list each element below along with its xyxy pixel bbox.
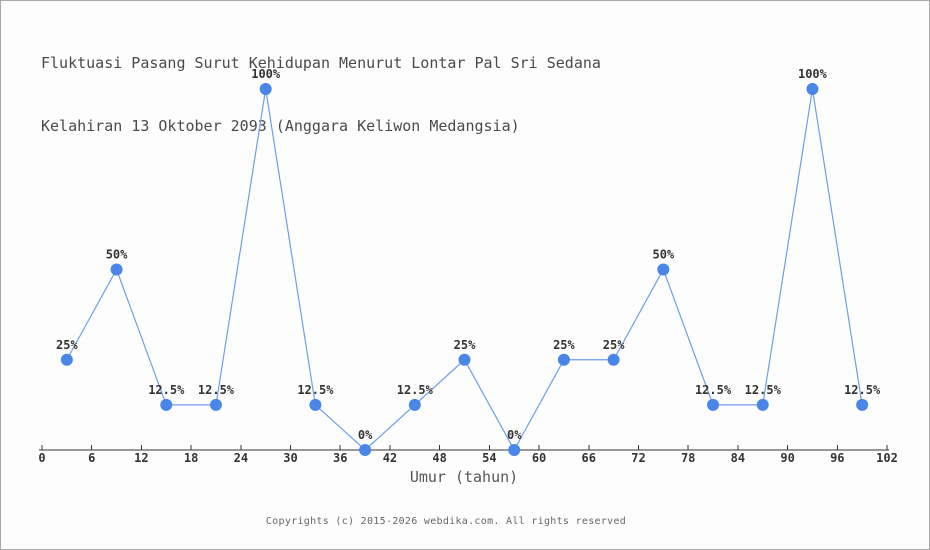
data-point xyxy=(707,398,720,411)
copyright-text: Copyrights (c) 2015-2026 webdika.com. Al… xyxy=(265,516,627,527)
data-point xyxy=(60,353,73,366)
data-point xyxy=(408,398,421,411)
x-tick-label: 0 xyxy=(38,451,45,465)
x-tick-label: 12 xyxy=(134,451,148,465)
x-tick-label: 36 xyxy=(333,451,347,465)
chart-title-line1: Fluktuasi Pasang Surut Kehidupan Menurut… xyxy=(41,54,601,72)
chart-title: Fluktuasi Pasang Surut Kehidupan Menurut… xyxy=(41,11,601,179)
data-point-label: 100% xyxy=(251,67,281,81)
x-axis-label: Umur (tahun) xyxy=(409,468,519,486)
data-point-label: 12.5% xyxy=(297,383,334,397)
data-point xyxy=(110,263,123,276)
data-point xyxy=(557,353,570,366)
data-point-label: 0% xyxy=(507,428,522,442)
series-line xyxy=(66,88,863,452)
x-tick-label: 96 xyxy=(830,451,844,465)
data-point-label: 100% xyxy=(798,67,828,81)
data-point xyxy=(508,444,521,456)
x-tick-label: 24 xyxy=(234,451,248,465)
data-point-label: 12.5% xyxy=(148,383,185,397)
data-point xyxy=(209,398,222,411)
data-point-label: 50% xyxy=(652,248,674,262)
x-tick-label: 72 xyxy=(631,451,645,465)
x-tick-label: 66 xyxy=(582,451,596,465)
x-tick-label: 102 xyxy=(876,451,898,465)
data-point-label: 25% xyxy=(454,338,476,352)
x-tick-label: 42 xyxy=(383,451,397,465)
x-tick-label: 18 xyxy=(184,451,198,465)
data-point-label: 12.5% xyxy=(844,383,881,397)
chart-title-line2: Kelahiran 13 Oktober 2093 (Anggara Keliw… xyxy=(41,117,520,135)
x-tick-label: 54 xyxy=(482,451,496,465)
data-point xyxy=(756,398,769,411)
x-tick-label: 30 xyxy=(283,451,297,465)
x-tick-label: 78 xyxy=(681,451,695,465)
data-point xyxy=(259,83,272,95)
data-point-label: 25% xyxy=(553,338,575,352)
data-point xyxy=(160,398,173,411)
x-tick-label: 84 xyxy=(731,451,745,465)
data-point-label: 25% xyxy=(603,338,625,352)
data-point-label: 25% xyxy=(56,338,78,352)
data-point-label: 12.5% xyxy=(695,383,732,397)
x-tick-label: 90 xyxy=(780,451,794,465)
data-point xyxy=(359,444,372,456)
data-point xyxy=(607,353,620,366)
data-point-label: 12.5% xyxy=(745,383,782,397)
data-point-label: 12.5% xyxy=(397,383,434,397)
x-tick-label: 60 xyxy=(532,451,546,465)
data-point xyxy=(657,263,670,276)
data-point xyxy=(806,83,819,95)
data-point xyxy=(309,398,322,411)
data-point xyxy=(458,353,471,366)
x-tick-label: 6 xyxy=(88,451,95,465)
data-point xyxy=(856,398,869,411)
data-point-label: 0% xyxy=(358,428,373,442)
data-point-label: 50% xyxy=(106,248,128,262)
x-tick-label: 48 xyxy=(432,451,446,465)
data-point-label: 12.5% xyxy=(198,383,235,397)
